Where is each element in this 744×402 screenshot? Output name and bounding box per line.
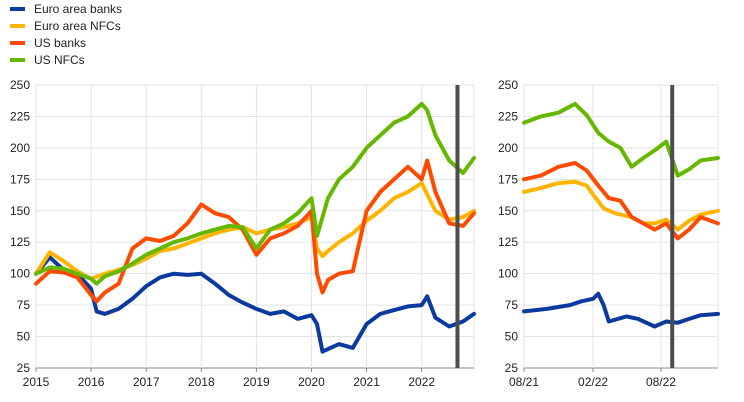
y-tick-label: 250	[498, 78, 518, 92]
y-tick-label: 125	[10, 235, 30, 249]
legend-label: Euro area banks	[34, 1, 123, 16]
x-tick-label: 08/22	[646, 375, 676, 389]
y-tick-label: 200	[10, 141, 30, 155]
y-tick-label: 150	[10, 204, 30, 218]
y-tick-label: 125	[498, 235, 518, 249]
series-line-euro-area-banks	[522, 291, 720, 329]
x-tick-label: 2015	[23, 375, 50, 389]
y-tick-label: 50	[17, 330, 31, 344]
series-line-us-banks	[34, 158, 476, 304]
y-tick-label: 75	[505, 298, 519, 312]
x-tick-label: 2018	[188, 375, 215, 389]
x-tick-label: 2017	[133, 375, 160, 389]
series-line-euro-area-banks	[34, 255, 476, 354]
y-tick-label: 75	[17, 298, 31, 312]
y-tick-label: 100	[10, 267, 30, 281]
y-tick-label: 225	[498, 109, 518, 123]
legend-label: US NFCs	[34, 52, 85, 67]
y-tick-label: 175	[10, 172, 30, 186]
x-tick-label: 2019	[243, 375, 270, 389]
legend-swatch	[10, 23, 25, 28]
y-tick-label: 25	[505, 361, 519, 375]
series-line-us-nfcs	[522, 101, 720, 178]
x-tick-label: 2021	[353, 375, 380, 389]
y-tick-label: 150	[498, 204, 518, 218]
legend-swatch	[10, 40, 25, 45]
legend-item-us-banks: US banks	[10, 34, 122, 51]
legend-item-euro-area-banks: Euro area banks	[10, 0, 122, 17]
y-tick-label: 200	[498, 141, 518, 155]
legend-swatch	[10, 57, 25, 62]
series-line-euro-area-nfcs	[34, 181, 476, 281]
series-line-us-nfcs	[34, 101, 476, 286]
x-tick-label: 02/22	[578, 375, 608, 389]
legend: Euro area banks Euro area NFCs US banks …	[10, 0, 122, 68]
series-line-euro-area-nfcs	[522, 179, 720, 232]
legend-label: Euro area NFCs	[34, 18, 121, 33]
y-tick-label: 50	[505, 330, 519, 344]
legend-item-us-nfcs: US NFCs	[10, 51, 122, 68]
y-tick-label: 175	[498, 172, 518, 186]
y-tick-label: 250	[10, 78, 30, 92]
x-tick-label: 2022	[408, 375, 435, 389]
x-tick-label: 08/21	[509, 375, 539, 389]
x-tick-label: 2016	[78, 375, 105, 389]
y-tick-label: 25	[17, 361, 31, 375]
legend-swatch	[10, 6, 25, 11]
y-tick-label: 100	[498, 267, 518, 281]
legend-label: US banks	[34, 35, 87, 50]
y-tick-label: 225	[10, 109, 30, 123]
x-tick-label: 2020	[298, 375, 325, 389]
series-line-us-banks	[522, 161, 720, 241]
legend-item-euro-area-nfcs: Euro area NFCs	[10, 17, 122, 34]
